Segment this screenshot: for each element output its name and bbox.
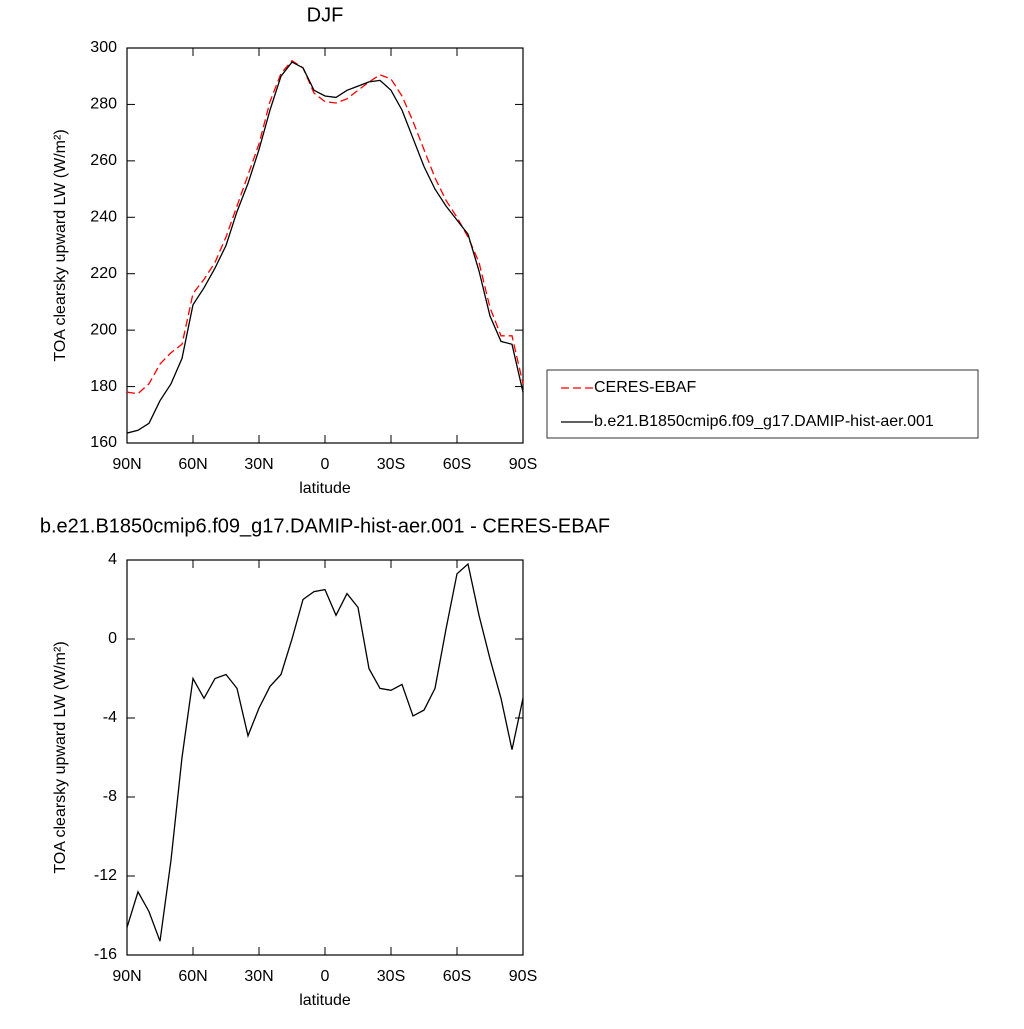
x-tick-label: 30S	[377, 456, 405, 473]
x-tick-label: 30S	[377, 968, 405, 985]
y-tick-label: 4	[108, 551, 117, 568]
plot-frame	[126, 47, 524, 444]
legend-label: b.e21.B1850cmip6.f09_g17.DAMIP-hist-aer.…	[594, 413, 934, 430]
x-tick-label: 60S	[443, 456, 471, 473]
y-tick-label: 220	[90, 265, 117, 282]
x-tick-label: 90S	[509, 968, 537, 985]
data-line	[126, 61, 524, 434]
y-tick-label: 200	[90, 321, 117, 338]
x-tick-label: 0	[321, 968, 330, 985]
y-axis-label: TOA clearsky upward LW (W/m²)	[52, 641, 69, 873]
chart-title: DJF	[307, 4, 344, 26]
y-tick-label: 0	[108, 630, 117, 647]
y-tick-label: -16	[94, 946, 117, 963]
x-tick-label: 30N	[244, 456, 273, 473]
y-tick-label: -12	[94, 867, 117, 884]
x-tick-label: 60N	[178, 456, 207, 473]
x-tick-label: 60N	[178, 968, 207, 985]
x-tick-label: 90N	[112, 456, 141, 473]
plot-frame	[126, 559, 524, 956]
y-axis-label: TOA clearsky upward LW (W/m²)	[52, 129, 69, 361]
y-tick-label: -8	[103, 788, 117, 805]
x-tick-label: 90S	[509, 456, 537, 473]
y-tick-label: 300	[90, 39, 117, 56]
data-line	[126, 562, 524, 942]
data-line	[126, 59, 524, 395]
x-tick-label: 30N	[244, 968, 273, 985]
y-tick-label: 280	[90, 96, 117, 113]
x-axis-label: latitude	[299, 480, 351, 497]
y-tick-label: 180	[90, 378, 117, 395]
x-tick-label: 60S	[443, 968, 471, 985]
legend-box	[546, 369, 979, 439]
x-axis-label: latitude	[299, 992, 351, 1009]
y-tick-label: 240	[90, 209, 117, 226]
y-tick-label: 260	[90, 152, 117, 169]
x-tick-label: 0	[321, 456, 330, 473]
legend-label: CERES-EBAF	[594, 379, 696, 396]
y-tick-label: 160	[90, 434, 117, 451]
y-tick-label: -4	[103, 709, 117, 726]
x-tick-label: 90N	[112, 968, 141, 985]
chart-title: b.e21.B1850cmip6.f09_g17.DAMIP-hist-aer.…	[40, 515, 610, 537]
